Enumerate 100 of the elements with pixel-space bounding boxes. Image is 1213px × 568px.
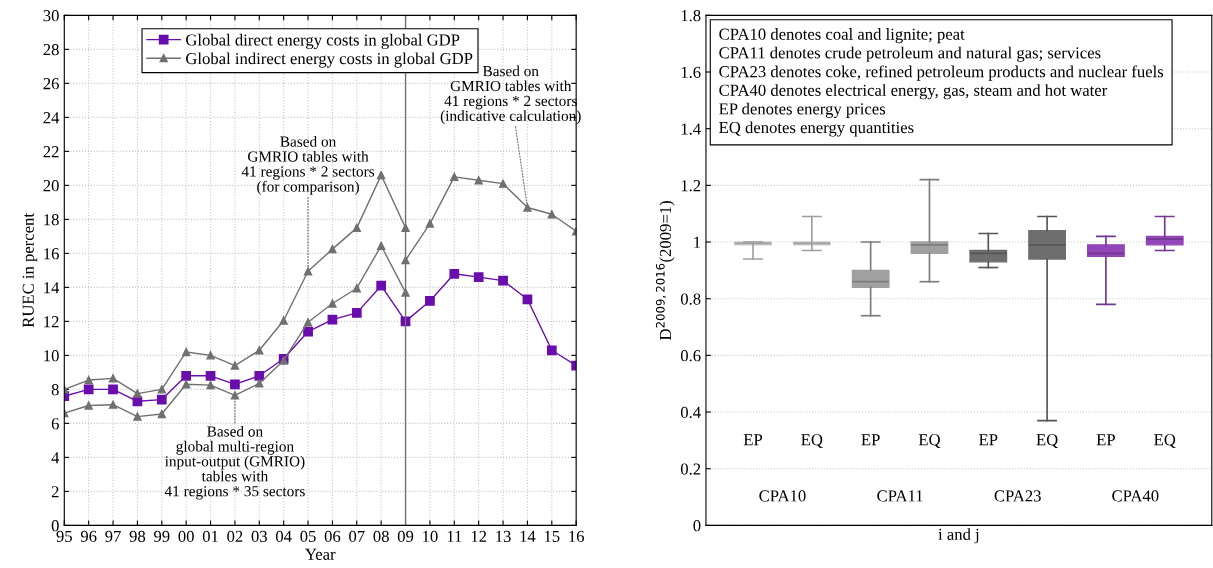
point bbox=[425, 219, 435, 228]
point bbox=[157, 409, 166, 419]
y-tick-label: 6 bbox=[51, 418, 59, 430]
point bbox=[498, 179, 508, 188]
point bbox=[255, 346, 264, 355]
point bbox=[377, 241, 386, 250]
x-axis-title: i and j bbox=[938, 528, 979, 544]
x-tick-label: EP bbox=[1096, 434, 1115, 446]
point bbox=[230, 379, 240, 390]
legend-label: Global direct energy costs in global GDP bbox=[186, 33, 460, 50]
point bbox=[181, 370, 192, 381]
point bbox=[83, 384, 94, 395]
y-tick-label: 1 bbox=[694, 236, 701, 248]
annotation: Based on global multi-region input-output (GMRIO) tables with 41 regions * 35 sectors bbox=[164, 425, 305, 500]
point bbox=[181, 380, 191, 389]
annotation: CPA10 bbox=[759, 490, 806, 502]
x-tick-label: 01 bbox=[202, 530, 218, 542]
x-tick-label: EQ bbox=[918, 434, 941, 448]
y-tick-label: 0 bbox=[693, 520, 701, 532]
x-tick-label: EQ bbox=[1154, 434, 1176, 448]
point bbox=[205, 370, 216, 381]
point bbox=[303, 326, 313, 337]
point bbox=[279, 316, 288, 325]
y-tick-label: 0.8 bbox=[680, 293, 701, 305]
y-tick-label: 0 bbox=[51, 520, 59, 532]
y-tick-label: 10 bbox=[44, 350, 59, 362]
y-axis-title: RUEC in percent bbox=[22, 213, 38, 328]
y-tick-label: 0.2 bbox=[680, 463, 701, 475]
point bbox=[133, 412, 142, 421]
point bbox=[473, 272, 484, 283]
point bbox=[328, 299, 337, 308]
point bbox=[328, 244, 337, 254]
annotation: CPA11 denotes crude petroleum and natural gas; services bbox=[719, 46, 1101, 62]
point bbox=[327, 314, 338, 325]
x-tick-label: 06 bbox=[324, 530, 341, 542]
y-tick-label: 16 bbox=[44, 248, 59, 260]
point bbox=[108, 384, 118, 395]
point bbox=[523, 203, 532, 212]
point bbox=[546, 345, 557, 356]
x-tick-label: 13 bbox=[496, 530, 511, 542]
point bbox=[352, 223, 361, 233]
y-tick-label: 22 bbox=[43, 146, 59, 158]
annotation: EQ denotes energy quantities bbox=[719, 121, 914, 137]
point bbox=[377, 170, 386, 180]
x-tick-label: 08 bbox=[373, 530, 389, 542]
annotation: CPA11 bbox=[877, 490, 923, 502]
annotation: CPA23 bbox=[994, 490, 1041, 502]
y-tick-label: 18 bbox=[44, 214, 59, 226]
x-tick-label: 14 bbox=[520, 530, 536, 542]
x-tick-label: 98 bbox=[129, 530, 146, 542]
y-tick-label: 20 bbox=[43, 180, 59, 192]
point bbox=[303, 318, 313, 327]
y-tick-label: 4 bbox=[51, 452, 60, 464]
point bbox=[376, 280, 387, 291]
y-tick-label: 12 bbox=[44, 316, 59, 328]
y-axis-title: D$^{2009,2016}$(2009=1) bbox=[655, 201, 675, 341]
x-tick-label: 96 bbox=[80, 530, 97, 542]
point bbox=[108, 400, 118, 409]
point bbox=[84, 375, 93, 385]
x-tick-label: EQ bbox=[1036, 434, 1058, 448]
x-axis-title: Year bbox=[305, 548, 336, 560]
x-tick-label: 99 bbox=[153, 530, 170, 542]
point bbox=[254, 370, 265, 381]
point bbox=[255, 379, 264, 388]
x-tick-label: EP bbox=[861, 434, 880, 446]
point bbox=[449, 268, 460, 279]
point bbox=[230, 391, 240, 400]
x-tick-label: 03 bbox=[251, 530, 267, 542]
point bbox=[351, 308, 362, 318]
x-tick-label: 02 bbox=[227, 530, 243, 542]
point bbox=[206, 380, 215, 390]
annotation: Based on GMRIO tables with 41 regions * 2 sectors (for comparison) bbox=[241, 136, 375, 195]
point bbox=[425, 296, 435, 306]
x-tick-label: 95 bbox=[56, 530, 72, 542]
x-tick-label: 10 bbox=[423, 530, 438, 542]
x-tick-label: 11 bbox=[447, 530, 462, 542]
y-tick-label: 24 bbox=[43, 112, 60, 124]
y-tick-label: 2 bbox=[51, 486, 59, 498]
point bbox=[108, 374, 118, 383]
point bbox=[522, 294, 533, 305]
x-tick-label: 00 bbox=[178, 530, 194, 542]
y-tick-label: 0.6 bbox=[680, 350, 701, 362]
point bbox=[401, 288, 410, 297]
annotation: CPA40 bbox=[1112, 490, 1159, 502]
y-tick-label: 8 bbox=[51, 384, 59, 396]
y-tick-label: 30 bbox=[43, 10, 59, 22]
point bbox=[181, 347, 191, 357]
annotation: EP denotes energy prices bbox=[719, 102, 886, 118]
x-tick-label: EQ bbox=[801, 434, 823, 448]
point bbox=[206, 351, 215, 360]
point bbox=[498, 275, 508, 286]
x-tick-label: 09 bbox=[397, 530, 414, 542]
point bbox=[547, 210, 556, 219]
y-tick-label: 28 bbox=[43, 44, 59, 56]
y-tick-label: 14 bbox=[44, 282, 60, 294]
x-tick-label: 07 bbox=[349, 530, 365, 542]
y-tick-label: 1.6 bbox=[681, 66, 701, 79]
x-tick-label: 16 bbox=[569, 530, 585, 542]
x-tick-label: 04 bbox=[275, 530, 292, 542]
point bbox=[230, 361, 240, 370]
